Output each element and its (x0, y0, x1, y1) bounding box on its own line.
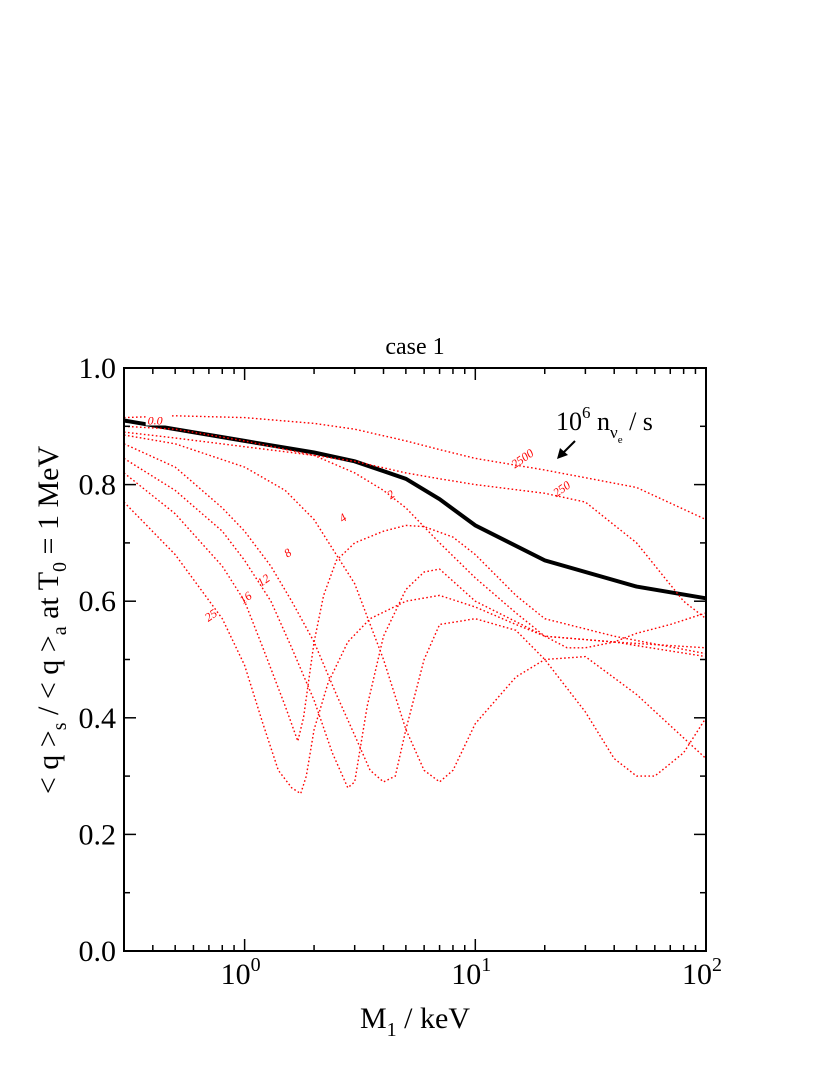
x-axis-label: M1 / keV (360, 1002, 470, 1041)
legend-arrow (557, 440, 576, 459)
y-tick-label: 0.8 (79, 469, 117, 502)
plot-frame (123, 367, 707, 952)
series-line-8 (123, 443, 707, 783)
series-line-16 (123, 472, 707, 744)
chart-title: case 1 (385, 334, 444, 360)
x-tick-label: 102 (682, 954, 722, 991)
series-label-2: 2 (384, 487, 397, 502)
series-label-16: 16 (237, 589, 255, 607)
series-line-2500 (123, 415, 707, 521)
y-tick-label: 0.0 (79, 935, 117, 968)
x-tick-label: 101 (451, 954, 491, 991)
x-ticks: 100 101 102 (123, 368, 722, 991)
series-line-25 (123, 501, 707, 795)
series-line-4 (123, 434, 707, 783)
y-tick-label: 1.0 (79, 352, 117, 385)
curves-layer (123, 415, 707, 795)
series-line-2 (123, 425, 707, 649)
y-axis-label: < q >s / < q >a at T0 = 1 MeV (32, 446, 71, 795)
y-ticks: 0.0 0.2 0.4 0.6 0.8 1.0 (79, 352, 706, 968)
series-line-12 (123, 457, 707, 789)
y-tick-label: 0.2 (79, 818, 117, 851)
series-line-0.0 (123, 418, 707, 601)
series-label-4: 4 (336, 510, 349, 525)
y-tick-label: 0.4 (79, 702, 117, 735)
series-line-250 (123, 431, 707, 620)
series-label-25: 25 (202, 606, 220, 624)
series-label-250: 250 (550, 478, 573, 500)
series-label-12: 12 (255, 571, 273, 589)
series-label-0.0: 0.0 (148, 413, 163, 427)
y-tick-label: 0.6 (79, 585, 117, 618)
legend-note: 106 nνe / s (556, 403, 653, 446)
series-label-8: 8 (281, 545, 294, 560)
x-tick-label: 100 (221, 954, 261, 991)
label-mask (145, 411, 172, 426)
